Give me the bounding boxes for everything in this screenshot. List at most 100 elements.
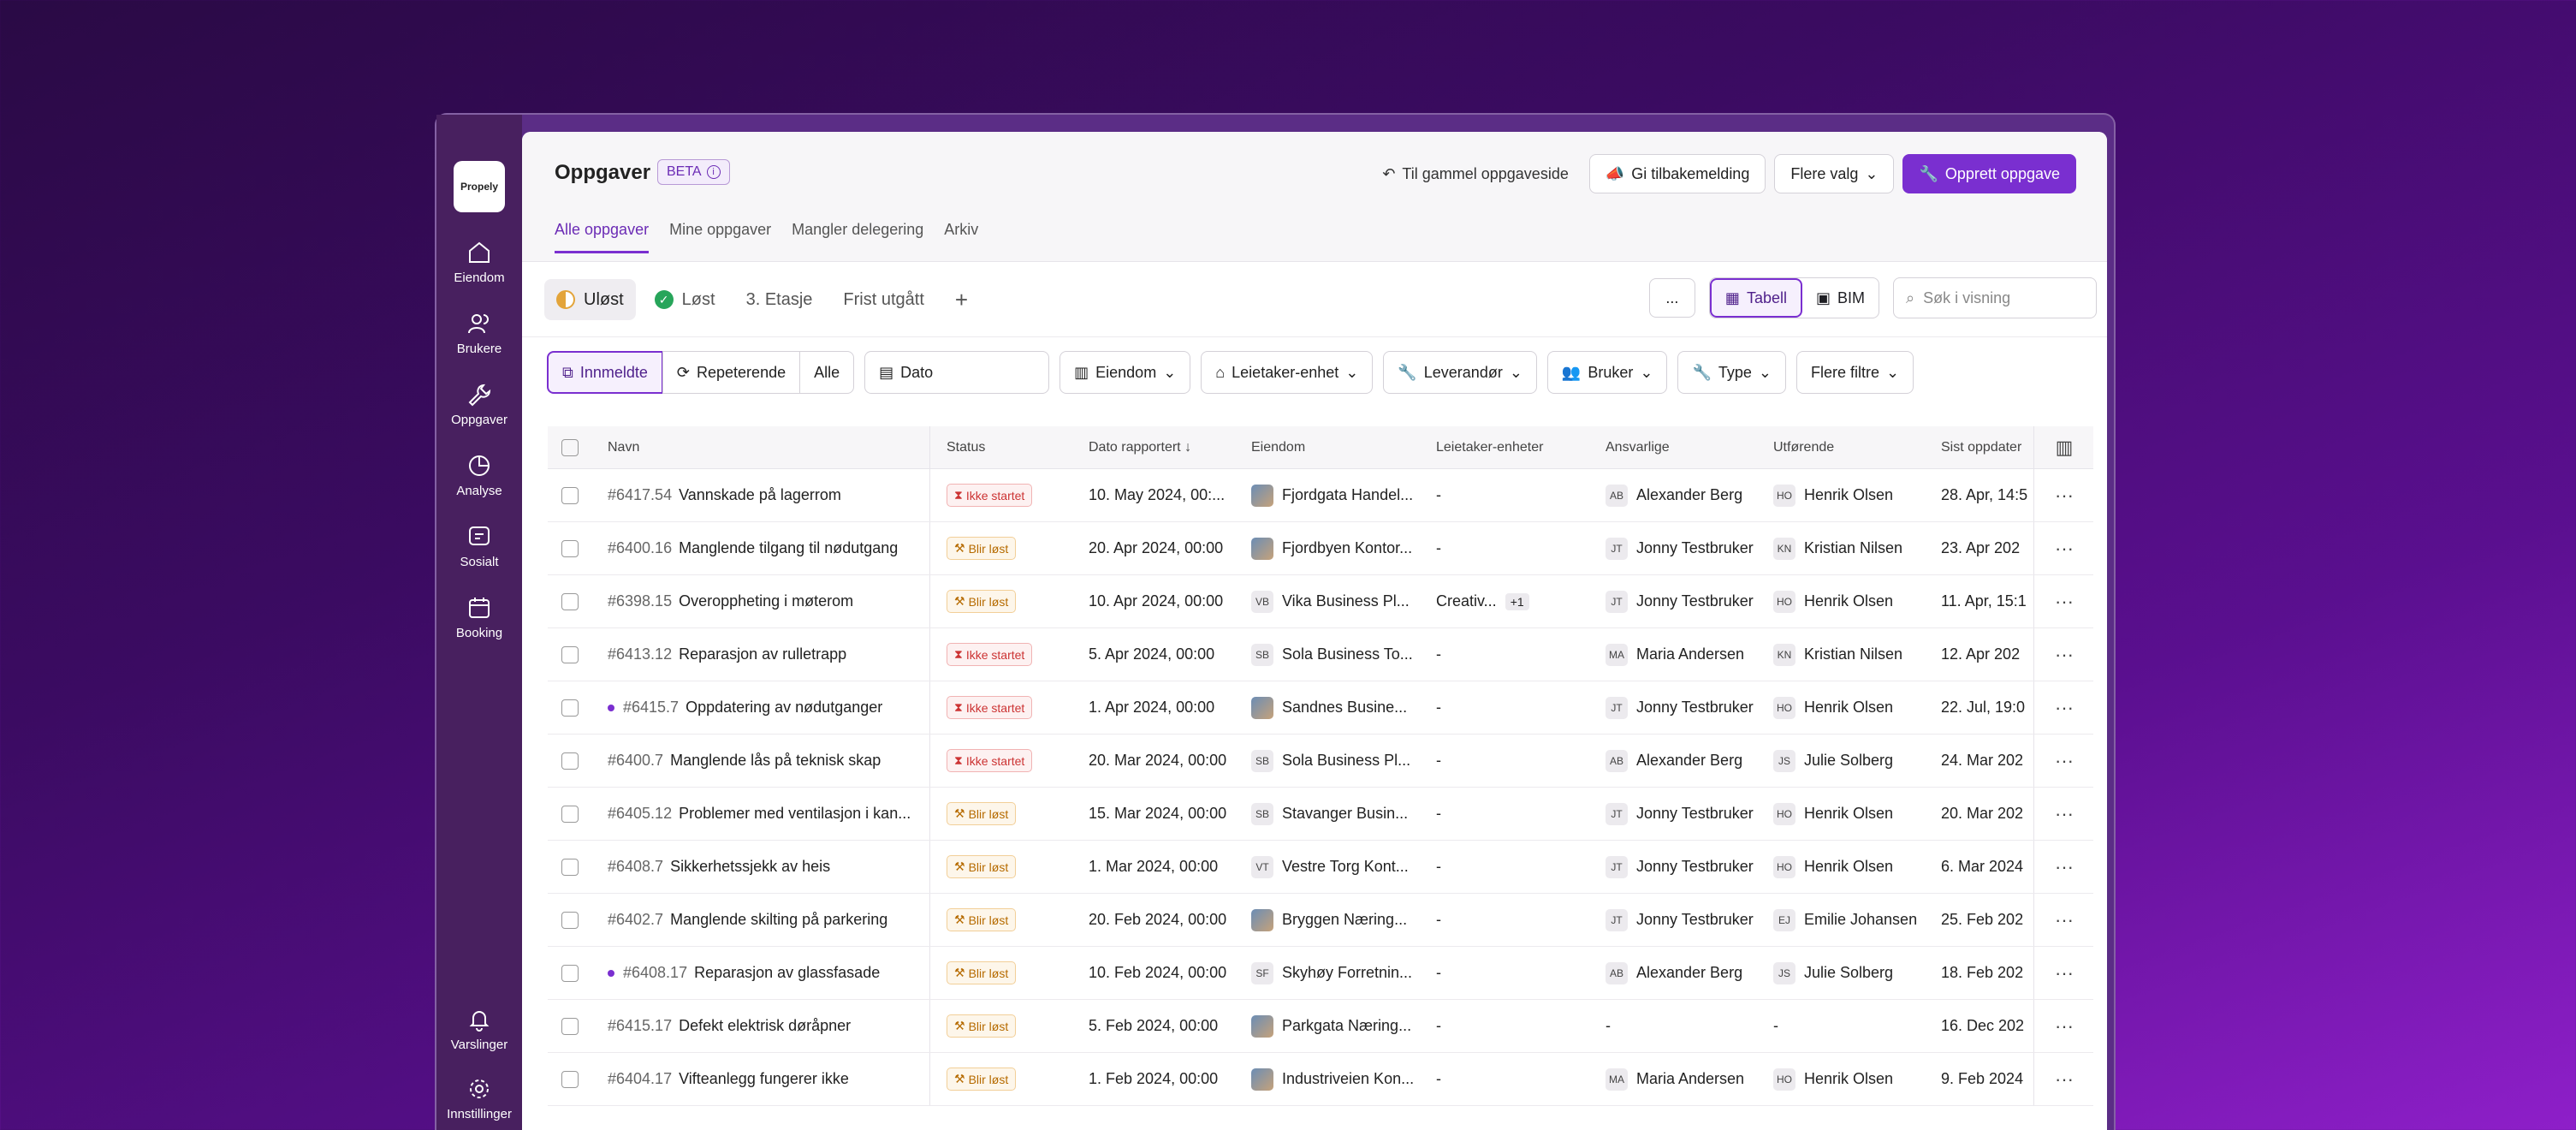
- executor-cell[interactable]: JS Julie Solberg: [1773, 961, 1936, 984]
- row-checkbox[interactable]: [561, 964, 579, 982]
- row-more-button[interactable]: ···: [2055, 1068, 2074, 1090]
- responsible-cell[interactable]: AB Alexander Berg: [1606, 749, 1768, 772]
- responsible-cell[interactable]: JT Jonny Testbruker: [1606, 855, 1768, 878]
- task-name[interactable]: #6405.12 Problemer med ventilasjon i kan.…: [608, 805, 924, 823]
- column-tenant[interactable]: Leietaker-enheter: [1436, 439, 1544, 455]
- property-cell[interactable]: Sandnes Busine...: [1251, 696, 1419, 719]
- column-status[interactable]: Status: [947, 439, 986, 455]
- alle-button[interactable]: Alle: [799, 351, 855, 394]
- table-row[interactable]: #6402.7 Manglende skilting på parkering ⚒…: [548, 894, 2093, 947]
- property-cell[interactable]: Fjordbyen Kontor...: [1251, 537, 1419, 560]
- responsible-cell[interactable]: AB Alexander Berg: [1606, 484, 1768, 507]
- row-checkbox[interactable]: [561, 1070, 579, 1088]
- logo[interactable]: Propely: [454, 161, 505, 212]
- column-executor[interactable]: Utførende: [1773, 439, 1835, 455]
- column-name[interactable]: Navn: [608, 439, 640, 455]
- task-name[interactable]: #6402.7 Manglende skilting på parkering: [608, 911, 924, 929]
- task-name[interactable]: #6415.17 Defekt elektrisk døråpner: [608, 1017, 924, 1035]
- sidebar-item-innstillinger[interactable]: Innstillinger: [436, 1076, 522, 1121]
- column-updated[interactable]: Sist oppdater: [1941, 439, 2022, 455]
- table-row[interactable]: #6413.12 Reparasjon av rulletrapp ⧗ Ikke s…: [548, 628, 2093, 681]
- row-more-button[interactable]: ···: [2055, 908, 2074, 931]
- responsible-cell[interactable]: MA Maria Andersen: [1606, 643, 1768, 666]
- property-cell[interactable]: SB Sola Business Pl...: [1251, 749, 1419, 772]
- task-name[interactable]: #6400.16 Manglende tilgang til nødutgang: [608, 539, 924, 557]
- row-more-button[interactable]: ···: [2055, 961, 2074, 984]
- executor-cell[interactable]: HO Henrik Olsen: [1773, 855, 1936, 878]
- table-row[interactable]: #6408.7 Sikkerhetssjekk av heis ⚒ Blir løs…: [548, 841, 2093, 894]
- row-checkbox[interactable]: [561, 486, 579, 504]
- tenant-filter[interactable]: ⌂ Leietaker-enhet ⌄: [1201, 351, 1374, 394]
- view-tab-0[interactable]: Uløst: [544, 279, 636, 320]
- property-cell[interactable]: Industriveien Kon...: [1251, 1068, 1419, 1091]
- add-view-button[interactable]: +: [943, 279, 980, 320]
- responsible-cell[interactable]: MA Maria Andersen: [1606, 1068, 1768, 1091]
- property-cell[interactable]: SF Skyhøy Forretnin...: [1251, 961, 1419, 984]
- more-filters-button[interactable]: Flere filtre ⌄: [1796, 351, 1914, 394]
- info-icon[interactable]: i: [706, 165, 721, 179]
- sidebar-item-brukere[interactable]: Brukere: [436, 311, 522, 356]
- task-name[interactable]: #6417.54 Vannskade på lagerrom: [608, 486, 924, 504]
- row-checkbox[interactable]: [561, 699, 579, 717]
- executor-cell[interactable]: KN Kristian Nilsen: [1773, 537, 1936, 560]
- tab-1[interactable]: Mine oppgaver: [669, 221, 772, 238]
- table-row[interactable]: #6405.12 Problemer med ventilasjon i kan.…: [548, 788, 2093, 841]
- responsible-cell[interactable]: -: [1606, 1017, 1768, 1035]
- task-name[interactable]: #6404.17 Vifteanlegg fungerer ikke: [608, 1070, 924, 1088]
- tab-0[interactable]: Alle oppgaver: [555, 221, 650, 253]
- table-row[interactable]: #6408.17 Reparasjon av glassfasade ⚒ Blir …: [548, 947, 2093, 1000]
- user-filter[interactable]: 👥 Bruker ⌄: [1546, 351, 1668, 394]
- sidebar-item-analyse[interactable]: Analyse: [436, 453, 522, 498]
- row-checkbox[interactable]: [561, 645, 579, 663]
- row-checkbox[interactable]: [561, 539, 579, 557]
- executor-cell[interactable]: HO Henrik Olsen: [1773, 696, 1936, 719]
- innmeldte-button[interactable]: ⧉ Innmeldte: [547, 351, 663, 394]
- sidebar-item-sosialt[interactable]: Sosialt: [436, 524, 522, 569]
- table-view-button[interactable]: ▦ Tabell: [1709, 278, 1802, 318]
- view-tab-2[interactable]: 3. Etasje: [734, 279, 825, 320]
- row-checkbox[interactable]: [561, 1017, 579, 1035]
- table-row[interactable]: #6400.16 Manglende tilgang til nødutgang …: [548, 522, 2093, 575]
- search-input[interactable]: ⌕ Søk i visning: [1893, 277, 2097, 318]
- row-checkbox[interactable]: [561, 805, 579, 823]
- task-name[interactable]: #6415.7 Oppdatering av nødutganger: [608, 699, 924, 717]
- create-task-button[interactable]: 🔧 Opprett oppgave: [1902, 154, 2076, 193]
- row-more-button[interactable]: ···: [2055, 537, 2074, 559]
- column-property[interactable]: Eiendom: [1251, 439, 1306, 455]
- more-tenants-badge[interactable]: +1: [1505, 593, 1529, 610]
- row-more-button[interactable]: ···: [2055, 749, 2074, 771]
- table-row[interactable]: #6404.17 Vifteanlegg fungerer ikke ⚒ Blir …: [548, 1053, 2093, 1106]
- row-more-button[interactable]: ···: [2055, 484, 2074, 506]
- executor-cell[interactable]: HO Henrik Olsen: [1773, 802, 1936, 825]
- property-filter[interactable]: ▥ Eiendom ⌄: [1059, 351, 1191, 394]
- property-cell[interactable]: SB Sola Business To...: [1251, 643, 1419, 666]
- task-name[interactable]: #6413.12 Reparasjon av rulletrapp: [608, 645, 924, 663]
- executor-cell[interactable]: HO Henrik Olsen: [1773, 484, 1936, 507]
- feedback-button[interactable]: 📣 Gi tilbakemelding: [1588, 154, 1766, 193]
- column-date[interactable]: Dato rapportert ↓: [1089, 440, 1239, 455]
- view-tab-1[interactable]: ✓ Løst: [643, 279, 727, 320]
- responsible-cell[interactable]: JT Jonny Testbruker: [1606, 590, 1768, 613]
- sidebar-item-varslinger[interactable]: Varslinger: [436, 1007, 522, 1052]
- responsible-cell[interactable]: AB Alexander Berg: [1606, 961, 1768, 984]
- row-more-button[interactable]: ···: [2055, 696, 2074, 718]
- more-views-button[interactable]: ...: [1648, 278, 1695, 318]
- row-more-button[interactable]: ···: [2055, 590, 2074, 612]
- responsible-cell[interactable]: JT Jonny Testbruker: [1606, 537, 1768, 560]
- row-more-button[interactable]: ···: [2055, 1014, 2074, 1037]
- old-page-link[interactable]: ↶ Til gammel oppgaveside: [1370, 154, 1581, 193]
- column-responsible[interactable]: Ansvarlige: [1606, 439, 1670, 455]
- property-cell[interactable]: VT Vestre Torg Kont...: [1251, 855, 1419, 878]
- property-cell[interactable]: VB Vika Business Pl...: [1251, 590, 1419, 613]
- task-name[interactable]: #6400.7 Manglende lås på teknisk skap: [608, 752, 924, 770]
- task-name[interactable]: #6398.15 Overoppheting i møterom: [608, 592, 924, 610]
- executor-cell[interactable]: HO Henrik Olsen: [1773, 590, 1936, 613]
- row-checkbox[interactable]: [561, 911, 579, 929]
- property-cell[interactable]: Fjordgata Handel...: [1251, 484, 1419, 507]
- row-checkbox[interactable]: [561, 858, 579, 876]
- table-row[interactable]: #6415.17 Defekt elektrisk døråpner ⚒ Blir …: [548, 1000, 2093, 1053]
- type-filter[interactable]: 🔧 Type ⌄: [1677, 351, 1786, 394]
- sidebar-item-oppgaver[interactable]: Oppgaver: [436, 382, 522, 427]
- property-cell[interactable]: Parkgata Næring...: [1251, 1014, 1419, 1038]
- beta-badge[interactable]: BETA i: [657, 159, 730, 185]
